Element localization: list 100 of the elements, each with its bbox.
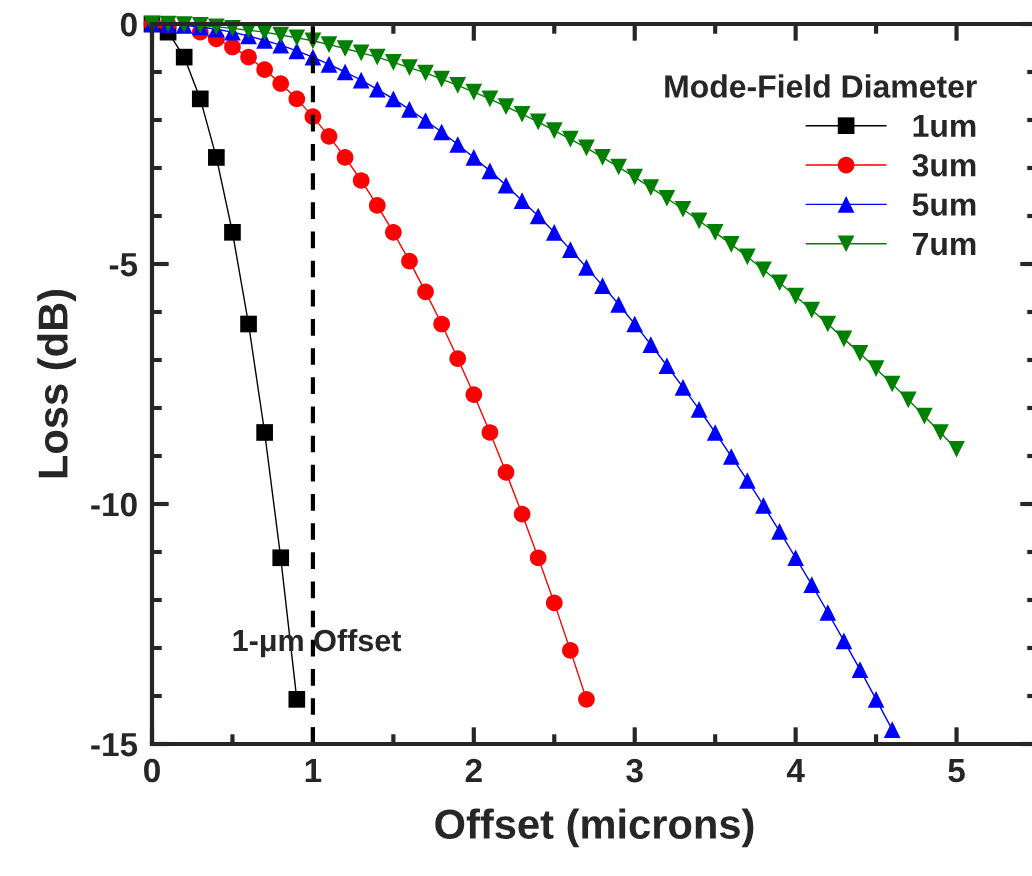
point (449, 77, 467, 94)
point (433, 123, 450, 141)
point (240, 48, 257, 66)
point (722, 448, 740, 465)
point (497, 176, 515, 194)
point (481, 162, 499, 180)
point (320, 36, 338, 53)
point (562, 241, 579, 258)
point (690, 212, 708, 230)
point (578, 139, 595, 157)
x-tick-label: 1 (305, 759, 322, 783)
point (529, 549, 547, 567)
legend-label: 3um (912, 153, 976, 177)
point (562, 642, 579, 659)
point (465, 83, 483, 101)
x-axis-title: Offset (microns) (435, 808, 754, 848)
point (610, 295, 627, 313)
point (433, 70, 450, 88)
point (529, 207, 547, 225)
point (336, 149, 354, 166)
x-tick-label: 2 (465, 758, 482, 783)
point (545, 122, 563, 139)
x-tick-label: 3 (626, 758, 643, 783)
point (771, 274, 788, 292)
point (449, 350, 467, 367)
legend-title: Mode-Field Diameter (665, 74, 977, 98)
point (385, 90, 402, 108)
point (481, 90, 499, 108)
point (626, 315, 644, 333)
point (497, 98, 515, 115)
point (449, 136, 467, 153)
point (899, 391, 917, 409)
point (658, 189, 676, 207)
point (562, 130, 579, 148)
point (594, 277, 611, 294)
point (401, 101, 418, 118)
point (755, 261, 772, 279)
y-tick-label: -10 (91, 492, 137, 517)
point (224, 38, 241, 56)
point (851, 344, 869, 362)
y-tick-label: -15 (91, 733, 138, 757)
point (867, 360, 885, 377)
point (175, 48, 193, 66)
point (385, 54, 402, 71)
legend-label: 1um (913, 114, 976, 138)
point (771, 523, 788, 540)
point (578, 691, 595, 708)
point (240, 315, 257, 333)
point (706, 223, 724, 241)
point (932, 424, 949, 441)
point (256, 61, 273, 78)
point (819, 604, 837, 621)
point (368, 197, 386, 214)
point (706, 424, 724, 441)
point (272, 75, 290, 92)
point (272, 26, 290, 44)
point (288, 90, 306, 108)
x-tick-label: 0 (144, 758, 160, 783)
point (256, 424, 273, 441)
point (674, 200, 692, 218)
point (610, 158, 627, 176)
point (690, 401, 708, 418)
point (722, 235, 740, 253)
point (352, 44, 370, 62)
point (385, 223, 402, 241)
point (320, 127, 338, 145)
point (465, 386, 483, 403)
point (401, 59, 418, 77)
point (352, 172, 370, 189)
point (851, 661, 869, 678)
point (336, 63, 354, 81)
point (417, 283, 434, 301)
point (513, 105, 531, 123)
point (433, 315, 450, 333)
point (835, 632, 853, 650)
y-axis-title: Loss (dB) (37, 290, 77, 478)
point (739, 472, 756, 489)
point (191, 90, 209, 108)
point (594, 149, 611, 166)
point (883, 375, 901, 393)
y-tick-label: 0 (120, 12, 137, 37)
point (272, 549, 290, 567)
point (883, 721, 901, 738)
point (835, 330, 853, 348)
point (626, 168, 644, 186)
point (545, 594, 563, 612)
point (288, 42, 306, 60)
point (867, 691, 885, 708)
x-tick-label: 4 (786, 759, 805, 783)
point (545, 223, 563, 241)
point (642, 336, 660, 353)
point (465, 149, 483, 166)
point (417, 112, 434, 129)
point (368, 48, 386, 66)
point (513, 505, 531, 523)
point (224, 223, 241, 241)
point (739, 248, 756, 266)
point (417, 64, 434, 82)
point (819, 315, 837, 333)
legend-label: 5um (912, 193, 976, 216)
